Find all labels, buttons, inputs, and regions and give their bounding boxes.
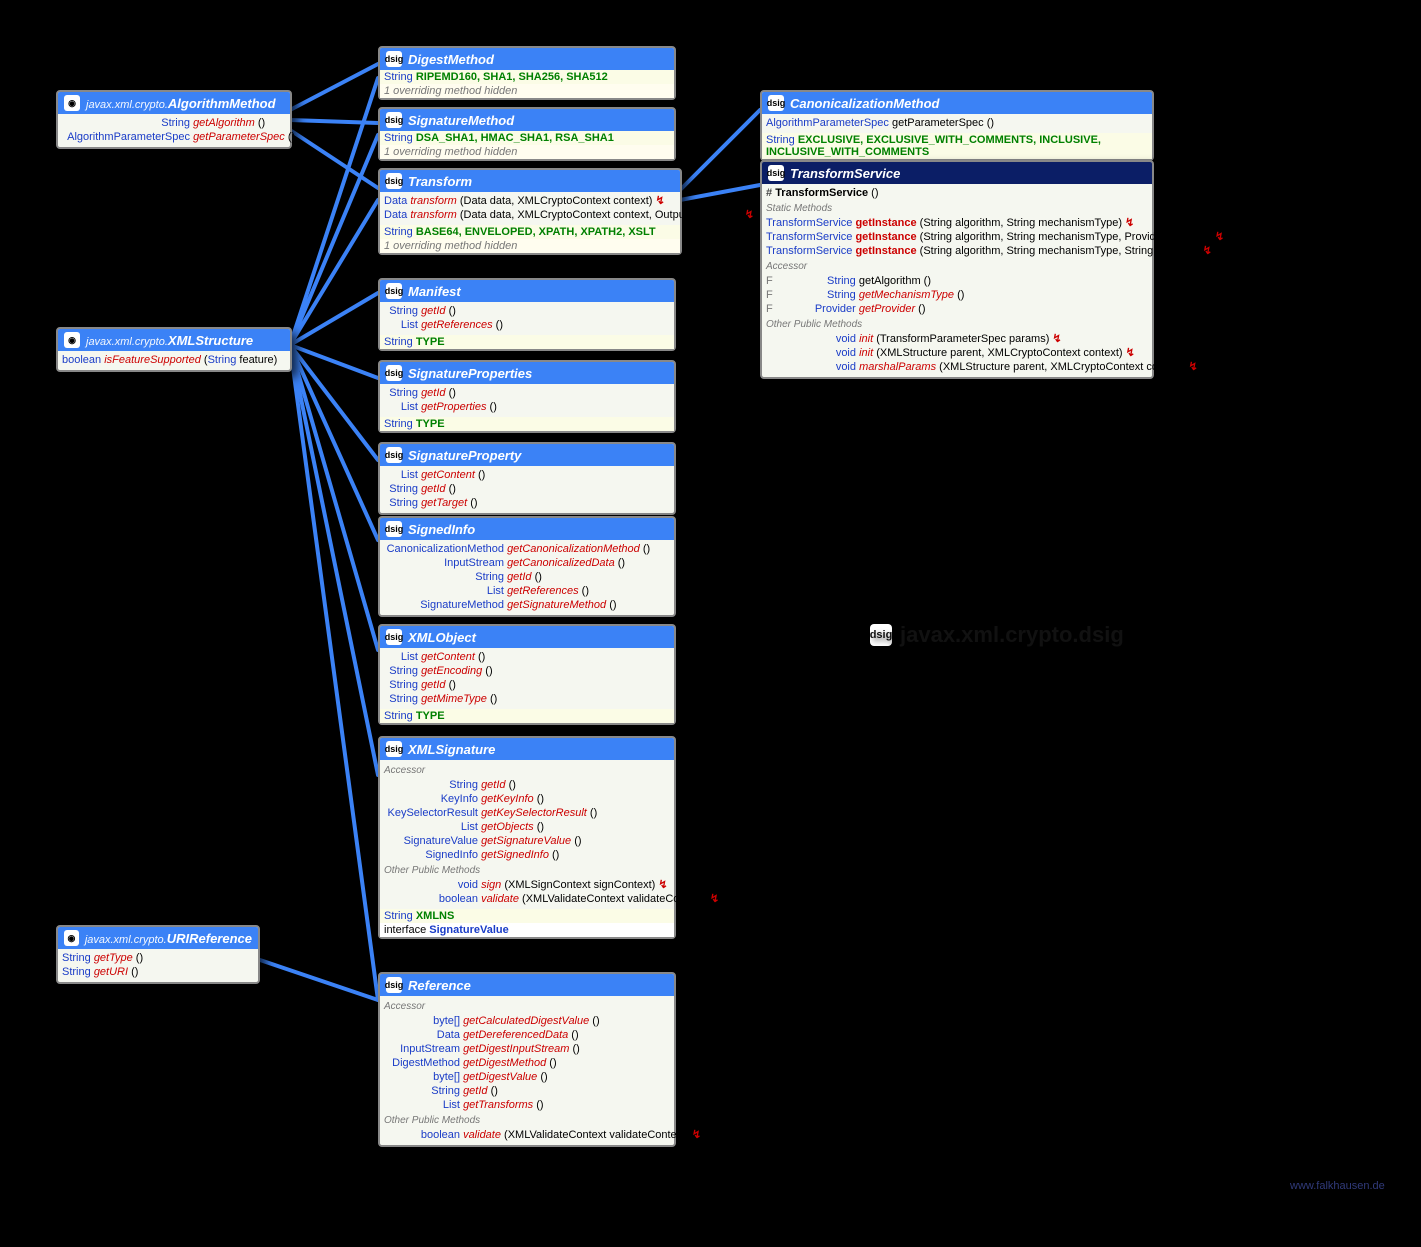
class-signaturemethod: dsigSignatureMethod String DSA_SHA1, HMA…: [378, 107, 676, 161]
package-title: dsig javax.xml.crypto.dsig: [870, 622, 1124, 648]
interface-icon: ◉: [64, 95, 80, 111]
class-canonicalizationmethod: dsigCanonicalizationMethod AlgorithmPara…: [760, 90, 1154, 161]
class-xmlobject: dsigXMLObject List getContent () String …: [378, 624, 676, 725]
class-manifest: dsigManifest String getId () List getRef…: [378, 278, 676, 351]
class-header: ◉ javax.xml.crypto.AlgorithmMethod: [58, 92, 290, 114]
class-signatureproperty: dsigSignatureProperty List getContent ()…: [378, 442, 676, 515]
edges-layer: [0, 0, 1421, 1247]
class-signatureproperties: dsigSignatureProperties String getId () …: [378, 360, 676, 433]
class-xmlstructure: ◉ javax.xml.crypto.XMLStructure boolean …: [56, 327, 292, 372]
class-signedinfo: dsigSignedInfo CanonicalizationMethod ge…: [378, 516, 676, 617]
credit-link[interactable]: www.falkhausen.de: [1290, 1180, 1385, 1192]
class-xmlsignature: dsigXMLSignature Accessor String getId (…: [378, 736, 676, 939]
class-digestmethod: dsigDigestMethod String RIPEMD160, SHA1,…: [378, 46, 676, 100]
class-reference: dsigReference Accessor byte[] getCalcula…: [378, 972, 676, 1147]
class-urireference: ◉ javax.xml.crypto.URIReference String g…: [56, 925, 260, 984]
class-transform: dsigTransform Data transform (Data data,…: [378, 168, 682, 255]
package-icon: dsig: [870, 624, 892, 646]
class-transformservice: dsigTransformService # TransformService …: [760, 160, 1154, 379]
class-algorithmmethod: ◉ javax.xml.crypto.AlgorithmMethod Strin…: [56, 90, 292, 149]
